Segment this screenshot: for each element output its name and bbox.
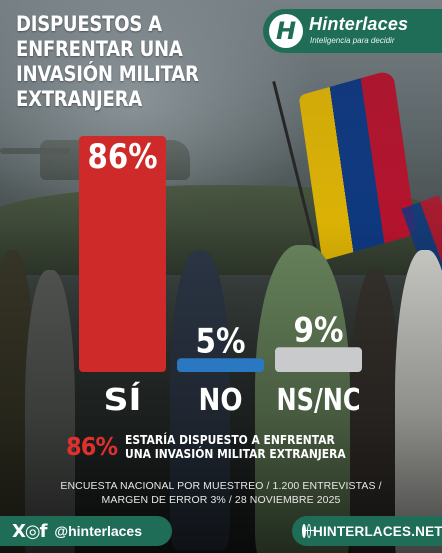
brand-tagline: Inteligencia para decidir: [310, 36, 395, 45]
methodology-note: ENCUESTA NACIONAL POR MUESTREO / 1.200 E…: [30, 479, 412, 507]
highlight-percent: 86%: [66, 432, 118, 461]
category-label-3: NS/NC: [277, 383, 361, 418]
hinterlaces-logo-icon: [269, 14, 303, 48]
social-icons[interactable]: X◎f: [12, 520, 47, 542]
website-link[interactable]: HINTERLACES.NET: [313, 523, 442, 539]
brand-name: Hinterlaces: [309, 14, 409, 34]
category-label-1: SÍ: [104, 382, 142, 418]
methodology-line-1: ENCUESTA NACIONAL POR MUESTREO / 1.200 E…: [60, 480, 382, 492]
website-badge[interactable]: HINTERLACES.NET: [292, 516, 442, 546]
highlight-text: ESTARÍA DISPUESTO A ENFRENTAR UNA INVASI…: [124, 432, 346, 461]
globe-icon: [302, 524, 316, 538]
brand-badge: Hinterlaces Inteligencia para decidir: [263, 9, 442, 53]
category-label-2: NO: [199, 383, 243, 418]
value-label-3: 9%: [294, 310, 344, 350]
page-title: DISPUESTOS A ENFRENTAR UNA INVASIÓN MILI…: [16, 12, 199, 111]
value-label-1: 86%: [88, 137, 158, 177]
methodology-line-2: MARGEN DE ERROR 3% / 28 NOVIEMBRE 2025: [101, 494, 341, 506]
highlight-statement: 86% ESTARÍA DISPUESTO A ENFRENTAR UNA IN…: [66, 432, 386, 461]
value-label-2: 5%: [196, 321, 246, 361]
social-handle[interactable]: @hinterlaces: [54, 523, 142, 539]
social-badge[interactable]: X◎f @hinterlaces: [0, 516, 172, 546]
